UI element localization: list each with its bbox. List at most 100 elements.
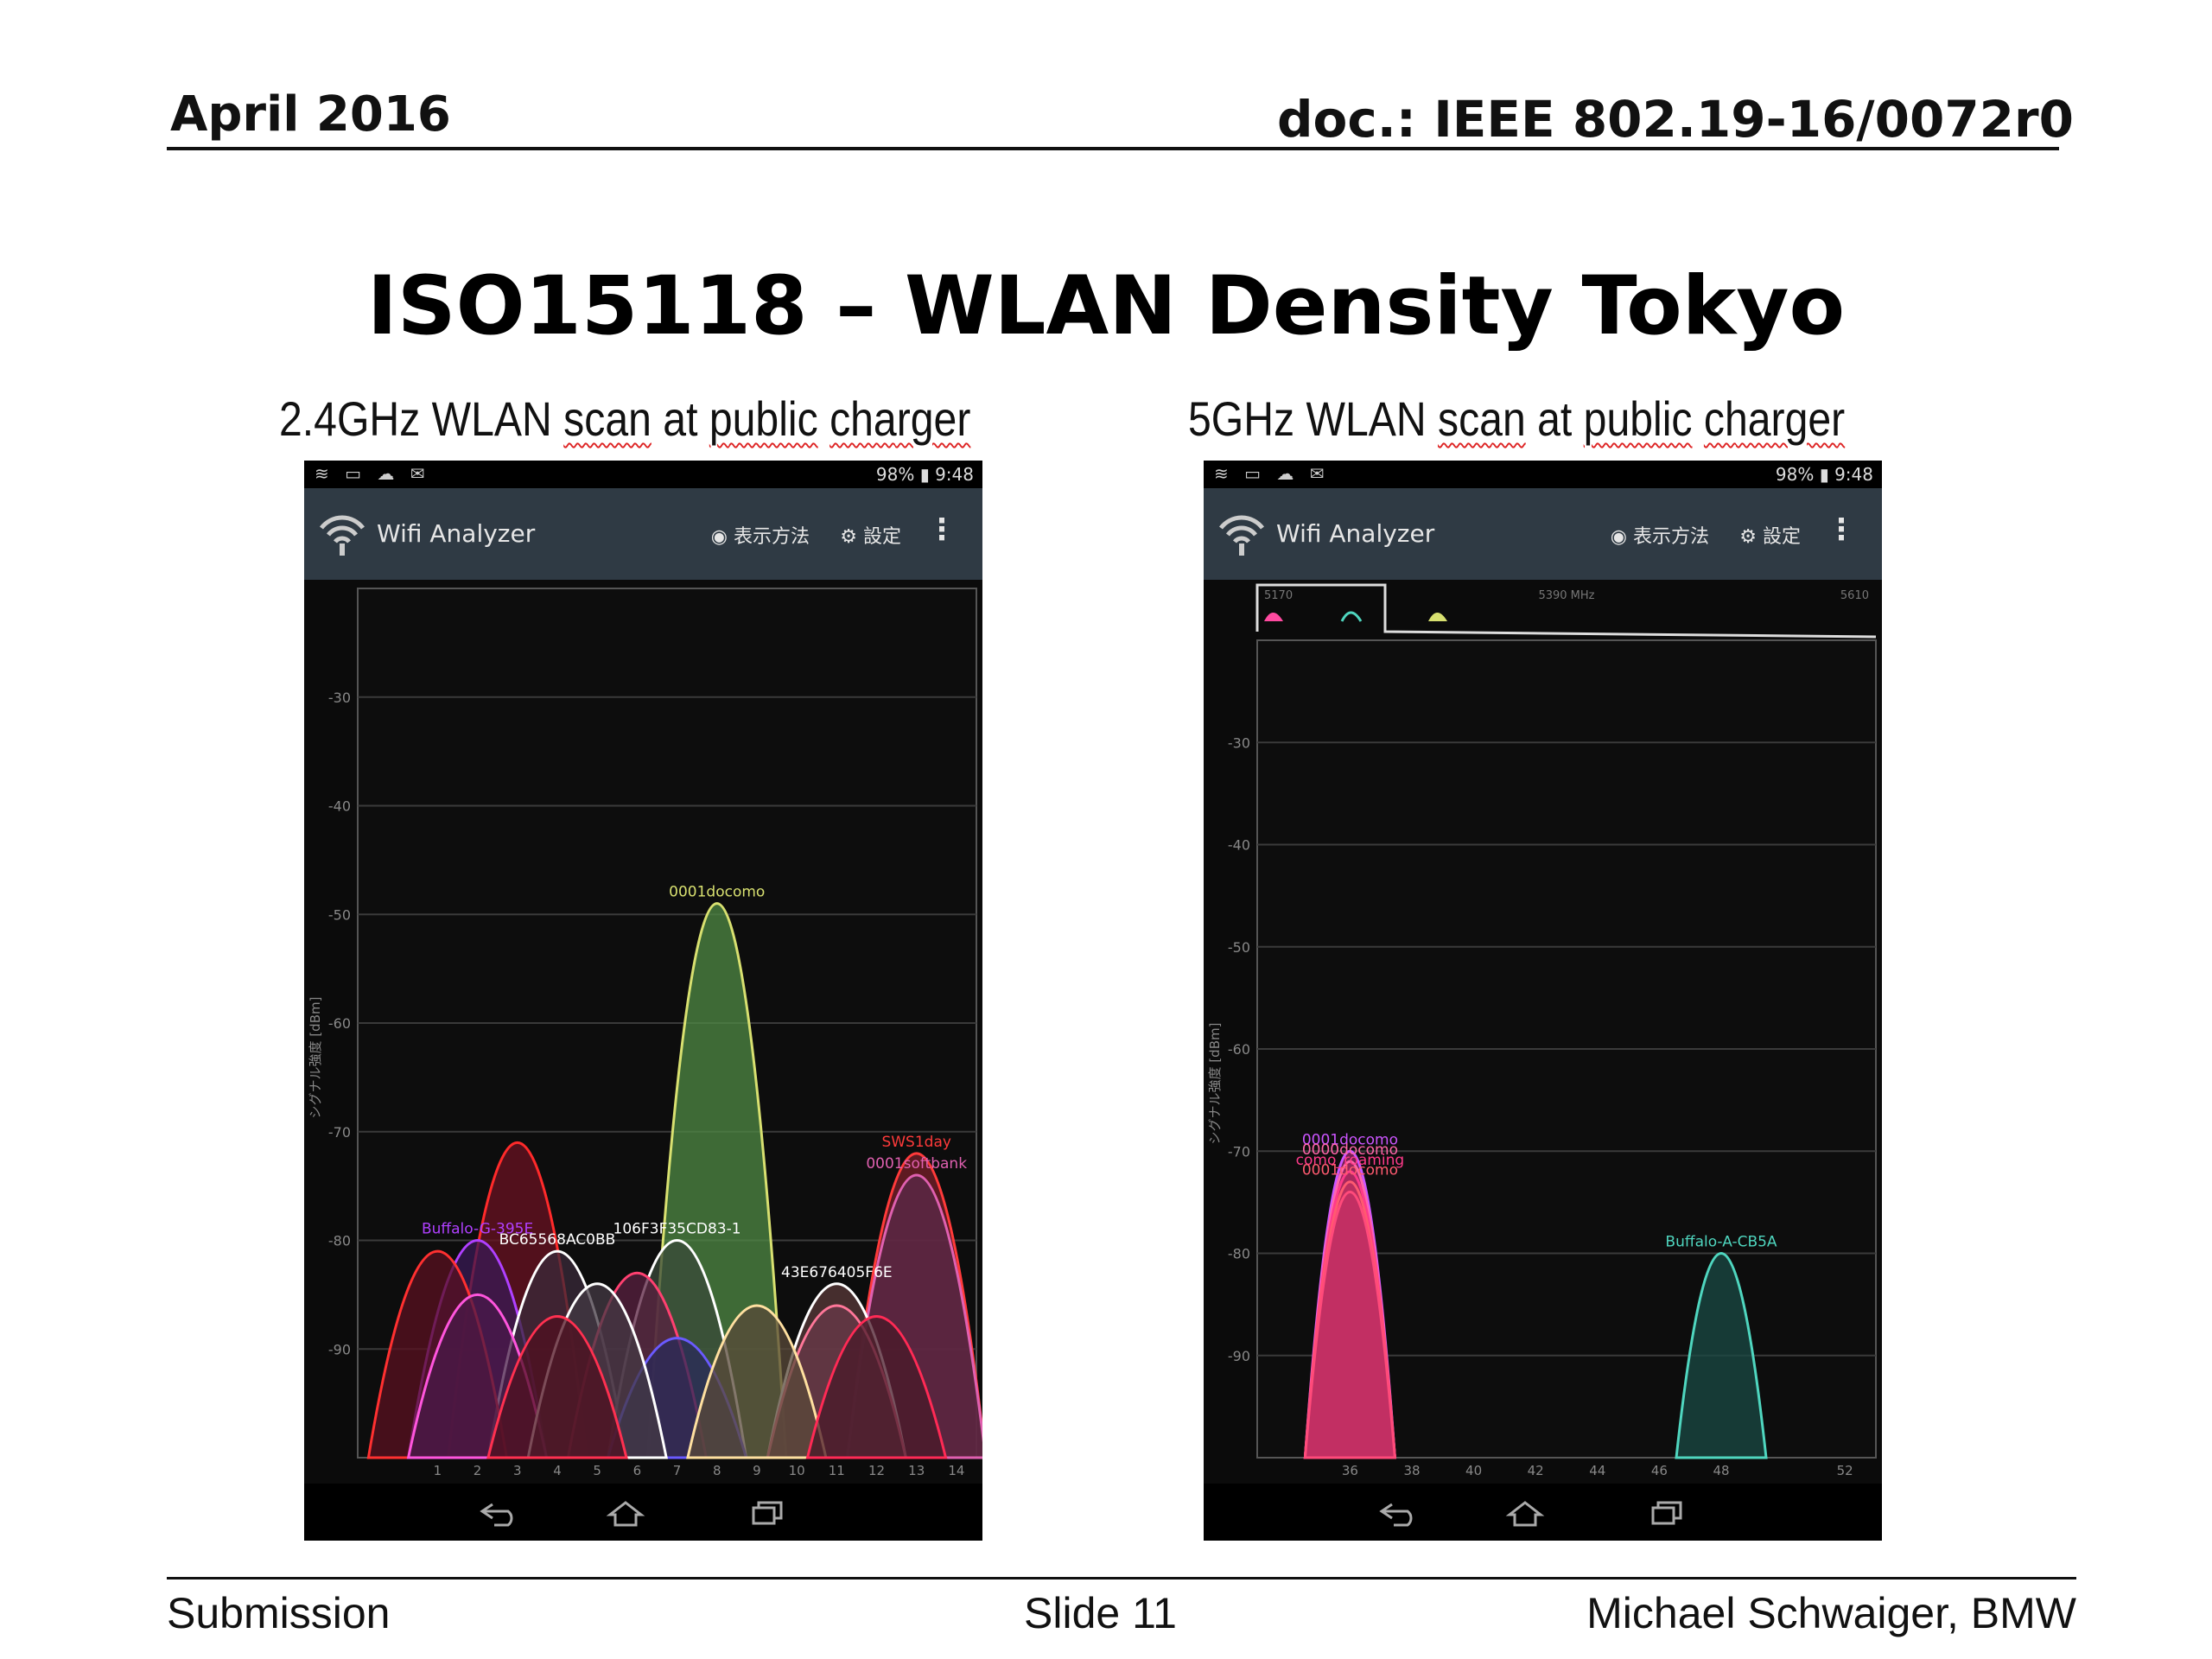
overflow-menu-icon[interactable]: ⋮ — [927, 512, 957, 547]
header-rule — [167, 147, 2059, 150]
x-tick-label: 6 — [633, 1463, 642, 1478]
status-battery-time: 98% ▮ 9:48 — [1775, 464, 1873, 485]
slide-title: ISO15118 – WLAN Density Tokyo — [366, 259, 1846, 353]
home-icon[interactable] — [1505, 1501, 1545, 1527]
x-tick-label: 5 — [593, 1463, 601, 1478]
series-label: 0001docomo — [1302, 1162, 1398, 1179]
view-mode-button[interactable]: ◉ 表示方法 — [1610, 526, 1709, 548]
y-tick-label: -50 — [328, 906, 351, 923]
right-subtitle: 5GHz WLAN scan at public charger — [1188, 391, 1846, 446]
x-tick-label: 10 — [789, 1463, 805, 1478]
settings-button[interactable]: ⚙ 設定 — [840, 526, 901, 548]
channel-graph-5ghz: -30-40-50-60-70-80-903638404244464852Wif… — [1207, 583, 1877, 1478]
series-curve — [805, 1315, 948, 1459]
series-label: 0001docomo — [1302, 1131, 1398, 1148]
y-tick-label: -40 — [1228, 837, 1250, 854]
x-tick-label: 36 — [1342, 1463, 1358, 1478]
view-mode-button[interactable]: ◉ 表示方法 — [710, 526, 810, 548]
footer-slide-number: Slide 11 — [1024, 1589, 1177, 1637]
x-tick-label: 7 — [673, 1463, 682, 1478]
y-tick-label: -60 — [328, 1015, 351, 1032]
x-tick-label: 14 — [948, 1463, 964, 1478]
series-label: 43E676405F6E — [781, 1264, 893, 1281]
overview-frequency-label: 5390 MHz — [1538, 589, 1594, 602]
right-phone-screenshot: ≋ ▭ ☁ ✉ 98% ▮ 9:48 Wifi Analyzer ◉ 表示方法 … — [1204, 461, 1882, 1541]
y-tick-label: -90 — [328, 1341, 351, 1357]
y-tick-label: -40 — [328, 798, 351, 815]
series-label: 106F3F35CD83-1 — [613, 1221, 741, 1238]
series-label: como_roaming — [1296, 1152, 1405, 1169]
x-tick-label: 9 — [753, 1463, 761, 1478]
app-title: Wifi Analyzer — [1276, 519, 1435, 548]
x-tick-label: 8 — [713, 1463, 721, 1478]
y-axis-label: シグナル強度 [dBm] — [1207, 1023, 1223, 1145]
wifi-logo-icon — [320, 515, 365, 556]
app-bar: Wifi Analyzer ◉ 表示方法 ⚙ 設定 ⋮ — [304, 488, 982, 580]
channel-graph-24ghz: -30-40-50-60-70-80-901 2 3 4 5 6 7 8 9 10 11 12 13 14… — [308, 588, 982, 1478]
home-icon[interactable] — [606, 1501, 645, 1527]
x-tick-label: 13 — [908, 1463, 925, 1478]
x-tick-label: 38 — [1403, 1463, 1420, 1478]
recent-apps-icon[interactable] — [752, 1501, 783, 1525]
y-axis-label: シグナル強度 [dBm] — [308, 997, 323, 1119]
series-label: BC65568AC0BB — [499, 1231, 616, 1249]
y-tick-label: -90 — [1228, 1348, 1250, 1364]
series-curve — [486, 1315, 628, 1459]
wifi-logo-icon — [1219, 515, 1264, 556]
overview-mini-curve — [1428, 613, 1447, 621]
status-icons: ≋ ▭ ☁ ✉ — [315, 463, 430, 484]
back-icon[interactable] — [1379, 1503, 1413, 1527]
x-tick-label: 44 — [1589, 1463, 1605, 1478]
x-tick-label: 11 — [829, 1463, 845, 1478]
left-phone-screenshot: ≋ ▭ ☁ ✉ 98% ▮ 9:48 Wifi Analyzer ◉ 表示方法 … — [304, 461, 982, 1541]
header-date: April 2016 — [170, 86, 451, 143]
y-tick-label: -70 — [328, 1124, 351, 1141]
recent-apps-icon[interactable] — [1651, 1501, 1682, 1525]
footer-author: Michael Schwaiger, BMW — [1586, 1589, 2076, 1637]
left-subtitle: 2.4GHz WLAN scan at public charger — [279, 391, 971, 446]
status-icons: ≋ ▭ ☁ ✉ — [1214, 463, 1330, 484]
footer-submission: Submission — [167, 1589, 391, 1637]
series-label: SWS1day — [881, 1134, 950, 1151]
series-label: 0001docomo — [669, 884, 765, 901]
overview-frequency-label: 5610 — [1840, 589, 1869, 602]
back-icon[interactable] — [480, 1503, 513, 1527]
series-curve — [686, 1304, 828, 1459]
series-label: Buffalo-A-CB5A — [1665, 1234, 1777, 1251]
y-tick-label: -30 — [1228, 734, 1250, 751]
overflow-menu-icon[interactable]: ⋮ — [1827, 512, 1856, 547]
x-tick-label: 46 — [1651, 1463, 1668, 1478]
x-tick-label: 3 — [513, 1463, 522, 1478]
overview-selector — [1255, 583, 1877, 639]
series-label: 0001softbank — [866, 1155, 967, 1173]
x-tick-label: 42 — [1528, 1463, 1544, 1478]
series-curve — [1303, 1191, 1397, 1459]
header-doc-id: doc.: IEEE 802.19-16/0072r0 — [1277, 90, 2074, 149]
x-tick-label: 52 — [1837, 1463, 1853, 1478]
series-label: 0000docomo — [1302, 1141, 1398, 1159]
y-tick-label: -80 — [328, 1233, 351, 1249]
status-bar: ≋ ▭ ☁ ✉ 98% ▮ 9:48 — [304, 461, 982, 488]
navigation-bar — [304, 1484, 982, 1541]
y-tick-label: -70 — [1228, 1143, 1250, 1160]
navigation-bar — [1204, 1484, 1882, 1541]
series-label: Buffalo-G-395E — [422, 1221, 533, 1238]
x-tick-label: 48 — [1713, 1463, 1729, 1478]
footer-rule — [167, 1577, 2076, 1580]
overview-mini-curve — [1340, 611, 1363, 622]
app-bar: Wifi Analyzer ◉ 表示方法 ⚙ 設定 ⋮ — [1204, 488, 1882, 580]
overview-mini-curve — [1264, 613, 1283, 621]
series-curve — [1675, 1252, 1768, 1459]
y-tick-label: -80 — [1228, 1246, 1250, 1262]
y-tick-label: -30 — [328, 690, 351, 706]
overview-frequency-label: 5170 — [1264, 589, 1293, 602]
status-bar: ≋ ▭ ☁ ✉ 98% ▮ 9:48 — [1204, 461, 1882, 488]
settings-button[interactable]: ⚙ 設定 — [1739, 526, 1801, 548]
x-tick-label: 4 — [553, 1463, 562, 1478]
x-tick-label: 2 — [474, 1463, 482, 1478]
x-tick-label: 12 — [868, 1463, 885, 1478]
x-tick-label: 40 — [1465, 1463, 1482, 1478]
status-battery-time: 98% ▮ 9:48 — [875, 464, 974, 485]
y-tick-label: -50 — [1228, 939, 1250, 956]
app-title: Wifi Analyzer — [377, 519, 536, 548]
